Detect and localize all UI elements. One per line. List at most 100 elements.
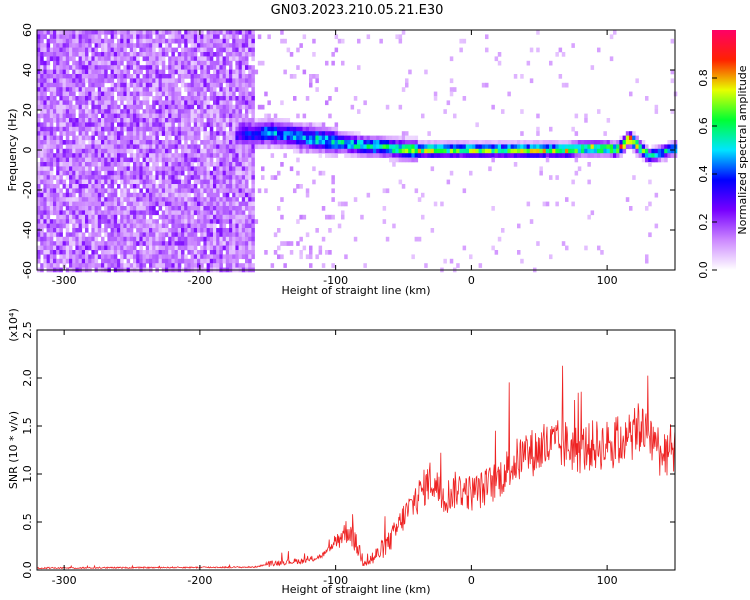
spectrogram-cell [235,126,239,132]
spectrogram-cell [501,144,505,150]
spectrogram-cell [581,140,585,145]
spectrogram-cell [120,74,124,79]
spectrogram-cell [59,52,63,57]
spectrogram-cell [49,118,54,123]
spectrogram-cell [206,236,211,242]
spectrogram-cell [110,34,115,40]
spectrogram-cell [267,135,271,141]
spectrogram-cell [213,109,217,114]
spectrogram-cell [46,38,51,44]
spectrogram-cell [251,166,255,172]
spectrogram-cell [72,126,76,132]
spectrogram-cell [395,34,399,40]
spectrogram-cell [129,192,134,198]
spectrogram-cell [168,104,172,110]
spectrogram-cell [110,56,115,62]
spectrogram-cell [670,109,675,114]
spectrogram-cell [85,210,89,216]
spectrogram-cell [165,135,169,141]
spectrogram-cell [216,166,220,172]
spectrogram-cell [229,144,233,150]
colorbar-tick-label: 0.2 [697,213,710,231]
spectrogram-cell [129,109,134,114]
spectrogram-cell [245,82,249,88]
spectrogram-cell [517,144,521,150]
spectrogram-cell [155,52,159,57]
spectrogram-cell [53,254,57,260]
spectrogram-cell [120,144,124,150]
spectrogram-cell [245,232,249,238]
spectrogram-cell [181,192,185,198]
spectrogram-cell [229,184,233,189]
spectrogram-cell [120,254,124,260]
spectrogram-cell [197,131,201,136]
spectrogram-cell [78,201,83,207]
spectrogram-cell [46,126,51,132]
spectrogram-cell [165,43,169,48]
spectrogram-cell [107,65,111,70]
spectrogram-cell [472,148,476,154]
spectrogram-cell [664,153,668,158]
spectrogram-cell [129,241,134,246]
spectrogram-cell [161,219,166,224]
spectrogram-cell [126,162,131,167]
spectrogram-cell [312,144,316,150]
spectrogram-cell [497,144,502,150]
spectrogram-cell [117,69,121,75]
spectrogram-cell [81,223,86,229]
spectrogram-cell [171,192,175,198]
spectrogram-cell [107,184,111,189]
spectrogram-cell [225,254,230,260]
spectrogram-cell [337,223,342,229]
spectrogram-cell [69,34,73,40]
spectrogram-cell [101,214,105,220]
spectrogram-cell [293,131,297,136]
spectrogram-cell [654,223,659,229]
spectrogram-cell [171,197,175,202]
spectrogram-cell [443,140,447,145]
spectrogram-cell [110,166,115,172]
spectrogram-cell [216,100,220,106]
spectrogram-cell [139,223,143,229]
spectrogram-cell [158,69,163,75]
spectrogram-cell [203,87,207,92]
spectrogram-cell [225,263,230,268]
spectrogram-cell [206,140,211,145]
spectrogram-cell [600,144,604,150]
spectrogram-cell [104,109,108,114]
spectrogram-cell [37,250,41,255]
spectrogram-cell [56,87,60,92]
spectrogram-cell [197,201,201,207]
spectrogram-cell [94,126,99,132]
spectrogram-cell [302,131,307,136]
spectrogram-cell [213,135,217,141]
spectrogram-cell [302,144,307,150]
spectrogram-cell [104,34,108,40]
spectrogram-cell [270,140,275,145]
spectrogram-cell [129,250,134,255]
spectrogram-cell [209,109,214,114]
spectrogram-cell [344,153,348,158]
spectrogram-cell [53,175,57,180]
spectrogram-cell [261,60,265,66]
spectrogram-cell [85,228,89,233]
spectrogram-cell [225,140,230,145]
spectrogram-cell [206,219,211,224]
spectrogram-cell [305,144,310,150]
spectrogram-cell [222,131,227,136]
spectrogram-cell [152,144,156,150]
spectrogram-cell [174,241,179,246]
spectrogram-cell [171,118,175,123]
spectrogram-cell [571,43,575,48]
spectrogram-cell [363,263,367,268]
spectrogram-cell [549,148,553,154]
spectrogram-cell [91,232,95,238]
spectrogram-cell [203,210,207,216]
spectrogram-cell [168,214,172,220]
spectrogram-cell [251,30,255,35]
spectrogram-cell [232,223,236,229]
spectrogram-cell [88,197,92,202]
spectrogram-cell [315,228,319,233]
spectrogram-cell [187,109,191,114]
spectrogram-cell [69,206,73,211]
